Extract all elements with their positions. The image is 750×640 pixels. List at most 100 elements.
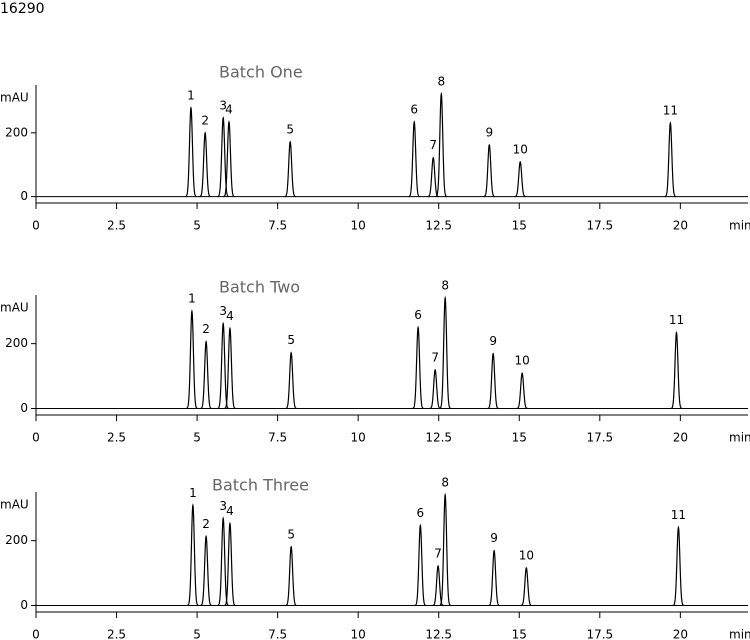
x-tick-label: 2.5 [107,628,126,640]
peak [483,143,496,198]
x-tick-label: 7.5 [268,431,287,445]
x-tick-label: 20 [673,628,688,640]
peak [217,116,230,198]
page-header: 16290 [0,1,45,17]
y-tick-label: 200 [5,533,28,547]
peak-label: 9 [485,125,493,139]
x-tick-label: 7.5 [268,219,287,233]
peak-label: 8 [437,74,445,88]
x-tick-label: 17.5 [586,431,613,445]
x-tick-label: 0 [32,431,40,445]
x-tick-label: 5 [193,628,201,640]
peak-label: 4 [226,504,234,518]
peak-label: 10 [515,354,530,368]
peak [439,492,452,607]
peak [199,131,211,198]
peak [520,566,533,607]
panel-title: Batch One [219,63,303,82]
y-axis-label: mAU [0,301,29,315]
peak-label: 11 [669,313,684,327]
peak-label: 5 [287,333,295,347]
y-tick-label: 0 [20,189,28,203]
peak [285,545,297,607]
peak-label: 3 [219,304,227,318]
peak-label: 6 [410,102,418,116]
peak-label: 10 [519,548,534,562]
x-tick-label: 2.5 [107,219,126,233]
x-tick-label: 12.5 [425,431,452,445]
peak [432,564,444,607]
peak-label: 3 [219,499,227,513]
x-tick-label: 20 [673,431,688,445]
panel-title: Batch Three [212,476,309,495]
x-tick-label: 10 [351,628,366,640]
peak-label: 7 [429,138,437,152]
peak-label: 5 [287,527,295,541]
peak [670,330,683,410]
peak [217,321,230,410]
x-tick-label: 12.5 [425,628,452,640]
peak-label: 4 [226,309,234,323]
peak [186,309,198,410]
peak [224,521,236,607]
peak [672,525,685,607]
peak-label: 10 [513,142,528,156]
peak [514,160,527,198]
x-tick-label: 10 [351,431,366,445]
x-tick-label: 15 [512,219,527,233]
peak [224,326,236,410]
peak [412,325,424,410]
peak-label: 4 [225,102,233,116]
x-tick-label: 15 [512,431,527,445]
x-tick-label: 0 [32,628,40,640]
peak [516,372,528,410]
peak [200,534,212,607]
x-tick-label: 7.5 [268,628,287,640]
peak-label: 6 [414,308,422,322]
peak-label: 9 [489,334,497,348]
x-tick-label: 2.5 [107,431,126,445]
peak [285,351,297,410]
x-tick-label: 10 [351,219,366,233]
y-tick-label: 0 [20,598,28,612]
peak-label: 1 [187,88,195,102]
x-axis-label: min [729,431,750,445]
peak [439,295,452,410]
panel-title: Batch Two [219,278,300,297]
y-axis-label: mAU [0,91,29,105]
peak-label: 1 [188,292,196,306]
peak [429,368,442,410]
peak [664,121,677,198]
peak-label: 7 [434,546,442,560]
peak-label: 8 [441,278,449,292]
peak-label: 7 [431,350,439,364]
y-tick-label: 0 [20,401,28,415]
peak [185,106,197,198]
peak [284,140,297,198]
x-tick-label: 15 [512,628,527,640]
peak-label: 6 [417,506,425,520]
x-tick-label: 0 [32,219,40,233]
peak [187,503,199,607]
y-tick-label: 200 [5,125,28,139]
peak-label: 1 [189,486,197,500]
x-tick-label: 20 [673,219,688,233]
peak [435,91,448,198]
peak [488,549,500,607]
peak [217,516,230,607]
peak-label: 2 [202,322,210,336]
x-axis-label: min [729,219,750,233]
x-tick-label: 5 [193,431,201,445]
peak-label: 8 [441,475,449,489]
peak-label: 5 [286,122,294,136]
y-axis-label: mAU [0,498,29,512]
peak-label: 2 [202,517,210,531]
peak-label: 11 [671,508,686,522]
x-tick-label: 12.5 [425,219,452,233]
peak-label: 11 [663,103,678,117]
x-tick-label: 5 [193,219,201,233]
y-tick-label: 200 [5,336,28,350]
peak-label: 2 [201,113,209,127]
peak-label: 9 [490,531,498,545]
